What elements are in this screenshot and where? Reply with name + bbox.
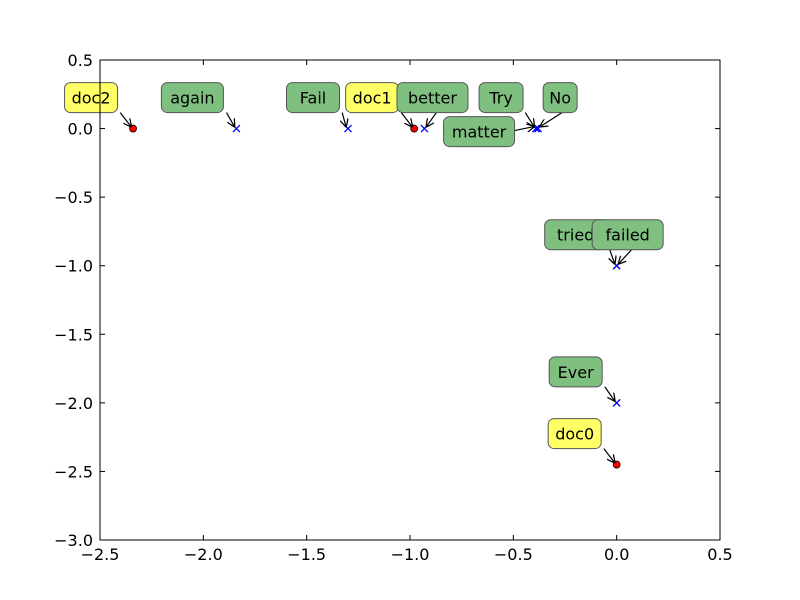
annotation-arrow [514, 127, 535, 131]
annotation-box [591, 219, 664, 251]
x-tick-label: −0.5 [494, 545, 533, 564]
annotation-box [64, 82, 119, 114]
annotation-arrow [426, 112, 437, 127]
annotation-label: better [408, 89, 457, 108]
x-tick-label: −1.0 [391, 545, 430, 564]
annotation-label: matter [452, 123, 507, 142]
y-tick-label: −2.0 [54, 394, 93, 413]
annotation-box [548, 356, 603, 388]
x-tick-label: −1.5 [287, 545, 326, 564]
annotation-label: failed [606, 226, 650, 245]
y-tick-label: −2.5 [54, 462, 93, 481]
annotation-better: better [396, 82, 469, 127]
ticks: −2.5 −2.0 −1.5 −1.0 −0.5 0.0 0.5 0.5 0.0 −0.5 −1.0… [54, 51, 733, 564]
annotation-doc0: doc0 [547, 418, 615, 463]
annotation-arrow [604, 386, 615, 401]
annotation-tried: tried [544, 219, 615, 264]
y-tick-label: 0.5 [68, 51, 93, 70]
annotation-box [542, 82, 578, 114]
annotation-arrow [225, 112, 235, 127]
annotation-label: Ever [558, 363, 594, 382]
annotation-box [547, 418, 602, 450]
annotation-label: doc0 [555, 425, 594, 444]
y-tick-label: −1.0 [54, 257, 93, 276]
annotation-arrow [342, 112, 346, 127]
annotation-failed: failed [591, 219, 664, 264]
annotation-No: No [540, 82, 578, 127]
annotation-doc1: doc1 [345, 82, 413, 127]
annotation-label: doc1 [353, 89, 392, 108]
annotation-Try: Try [478, 82, 534, 127]
annotation-arrow [400, 112, 412, 127]
annotation-arrow [610, 249, 615, 264]
annotation-label: No [549, 89, 571, 108]
x-tick-label: 0.5 [707, 545, 732, 564]
annotation-box [478, 82, 524, 114]
annotation-box [160, 82, 224, 114]
x-tick-label: −2.0 [184, 545, 223, 564]
point-labels: doc0 doc1 doc2 again Fail better Try No matter tr… [64, 82, 664, 463]
annotation-Ever: Ever [548, 356, 615, 401]
annotation-label: Fail [300, 89, 326, 108]
annotation-box [396, 82, 469, 114]
annotation-label: doc2 [72, 89, 111, 108]
y-tick-label: −3.0 [54, 531, 93, 550]
annotation-box [443, 116, 516, 148]
x-tick-label: −2.5 [81, 545, 120, 564]
annotation-arrow [603, 448, 615, 463]
annotation-arrow [119, 112, 131, 127]
annotation-Fail: Fail [286, 82, 347, 127]
x-tick-label: 0.0 [604, 545, 629, 564]
annotation-box [286, 82, 340, 114]
annotation-arrow [619, 249, 633, 264]
annotation-label: tried [557, 226, 594, 245]
annotation-matter: matter [443, 116, 535, 148]
annotation-arrow [540, 112, 563, 127]
y-tick-label: −0.5 [54, 188, 93, 207]
y-tick-label: 0.0 [68, 120, 93, 139]
annotation-label: Try [488, 89, 512, 108]
annotation-again: again [160, 82, 235, 127]
annotation-label: again [170, 89, 214, 108]
plot-frame [99, 59, 721, 541]
annotation-doc2: doc2 [64, 82, 132, 127]
y-tick-label: −1.5 [54, 325, 93, 344]
